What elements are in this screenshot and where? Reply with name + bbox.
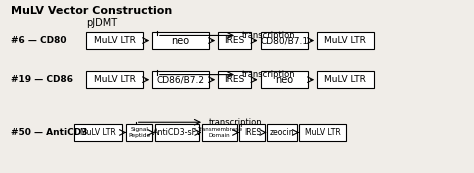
- Text: MuLV LTR: MuLV LTR: [93, 36, 136, 45]
- FancyBboxPatch shape: [152, 71, 209, 88]
- Text: MuLV Vector Construction: MuLV Vector Construction: [11, 7, 172, 16]
- Text: MuLV LTR: MuLV LTR: [305, 128, 341, 137]
- Text: AntiCD3-sFv: AntiCD3-sFv: [153, 128, 201, 137]
- FancyBboxPatch shape: [239, 124, 265, 141]
- FancyBboxPatch shape: [299, 124, 346, 141]
- Text: #50 — AntiCD3: #50 — AntiCD3: [11, 128, 87, 137]
- FancyBboxPatch shape: [152, 32, 209, 49]
- Text: IRES: IRES: [225, 75, 245, 84]
- Text: IRES: IRES: [225, 36, 245, 45]
- FancyBboxPatch shape: [126, 124, 152, 141]
- FancyBboxPatch shape: [267, 124, 297, 141]
- Text: neo: neo: [275, 75, 293, 85]
- Text: #6 — CD80: #6 — CD80: [11, 36, 66, 45]
- Text: CD86/B7.2: CD86/B7.2: [156, 75, 204, 84]
- FancyBboxPatch shape: [317, 32, 374, 49]
- FancyBboxPatch shape: [218, 32, 251, 49]
- FancyBboxPatch shape: [261, 71, 308, 88]
- Text: IRES: IRES: [244, 128, 261, 137]
- Text: Transmembrane
Domain: Transmembrane Domain: [197, 127, 242, 138]
- Text: transcription: transcription: [209, 118, 262, 127]
- Text: transcription: transcription: [242, 70, 295, 79]
- Text: #19 — CD86: #19 — CD86: [11, 75, 73, 84]
- Text: zeocin: zeocin: [270, 128, 294, 137]
- Text: MuLV LTR: MuLV LTR: [324, 36, 366, 45]
- Text: CD80/B7.1: CD80/B7.1: [260, 36, 308, 45]
- FancyBboxPatch shape: [261, 32, 308, 49]
- FancyBboxPatch shape: [155, 124, 199, 141]
- FancyBboxPatch shape: [86, 71, 143, 88]
- Text: transcription: transcription: [242, 31, 295, 40]
- FancyBboxPatch shape: [86, 32, 143, 49]
- Text: neo: neo: [172, 35, 190, 45]
- Text: pJDMT: pJDMT: [86, 18, 118, 28]
- Text: MuLV LTR: MuLV LTR: [324, 75, 366, 84]
- FancyBboxPatch shape: [317, 71, 374, 88]
- FancyBboxPatch shape: [201, 124, 237, 141]
- FancyBboxPatch shape: [74, 124, 121, 141]
- Text: MuLV LTR: MuLV LTR: [93, 75, 136, 84]
- Text: Signal
Peptide: Signal Peptide: [128, 127, 150, 138]
- FancyBboxPatch shape: [218, 71, 251, 88]
- Text: MuLV LTR: MuLV LTR: [80, 128, 116, 137]
